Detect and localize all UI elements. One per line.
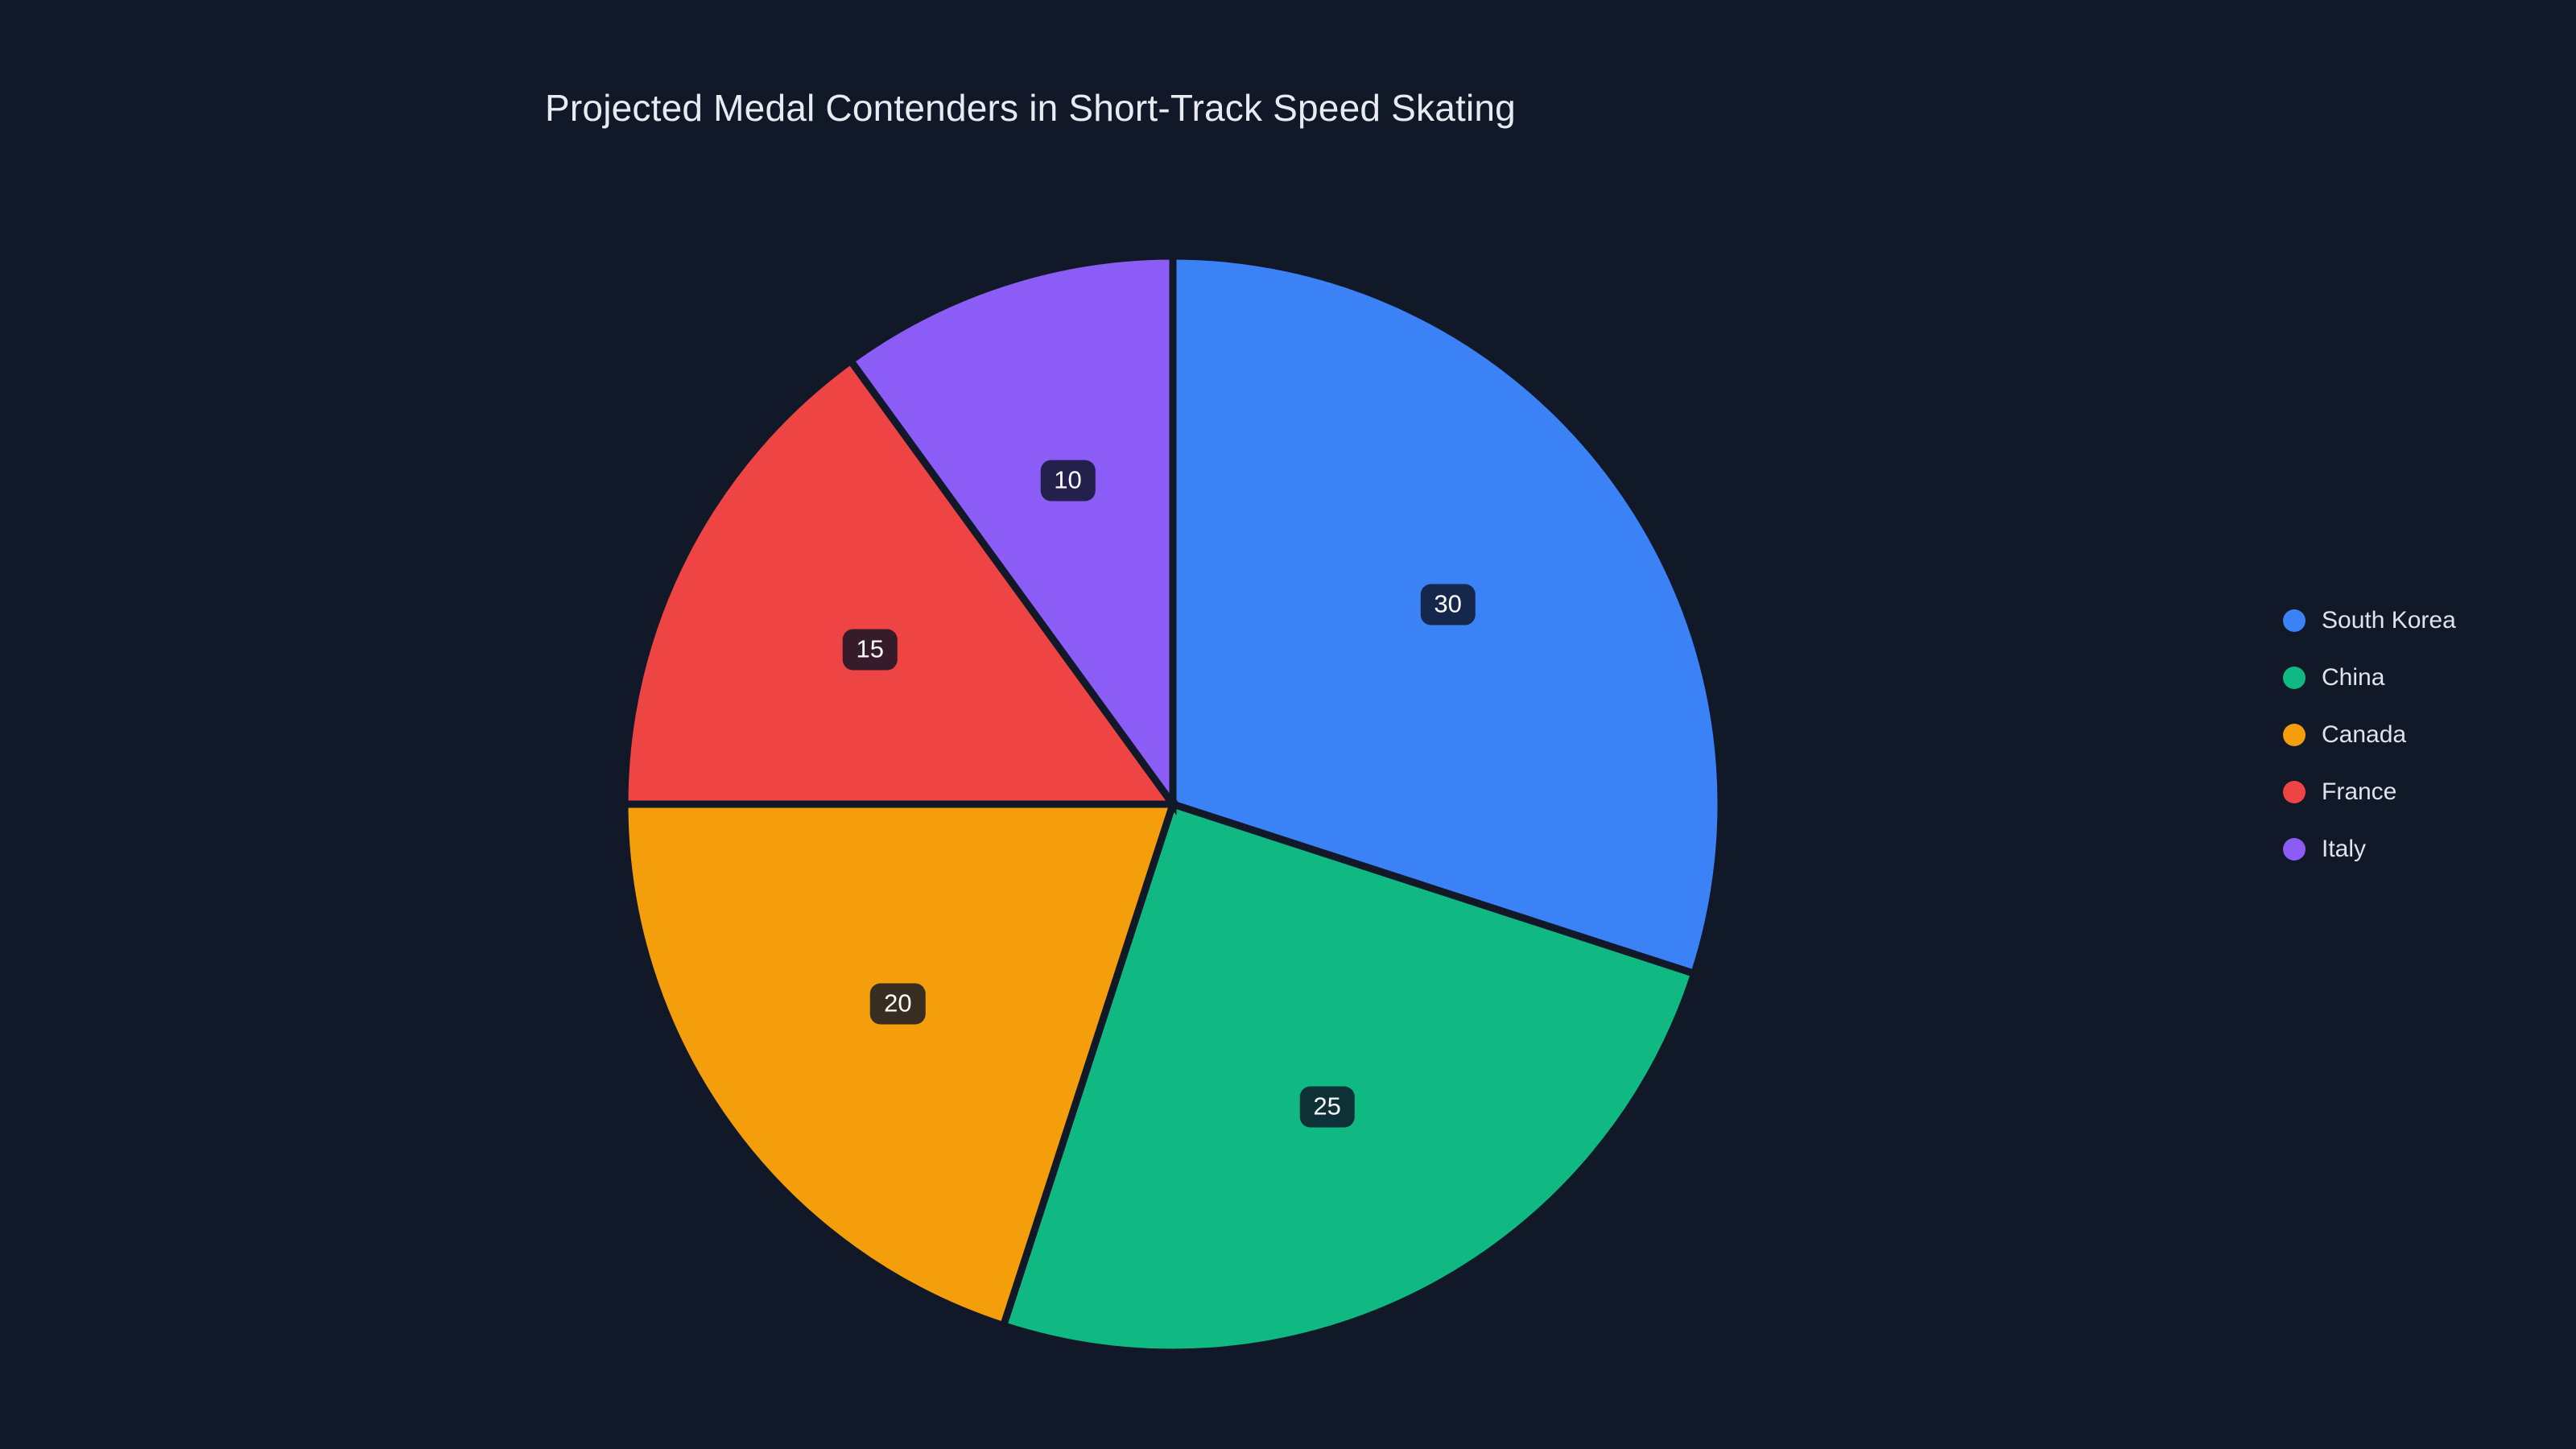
legend-item[interactable]: Canada [2283, 706, 2549, 763]
pie-slice[interactable] [845, 253, 1177, 815]
pie-slice-value-label: 25 [1299, 1086, 1355, 1128]
pie-slice[interactable] [621, 355, 1180, 808]
legend-item[interactable]: France [2283, 763, 2549, 820]
page-title: Projected Medal Contenders in Short-Trac… [545, 87, 1516, 129]
legend-item-label: France [2322, 778, 2397, 805]
legend-circle-marker-icon [2283, 837, 2306, 861]
pie-svg [621, 253, 1724, 1356]
pie-chart: 30 25 20 15 10 [621, 253, 1724, 1356]
pie-slice-group [621, 253, 1724, 1356]
legend-circle-marker-icon [2283, 666, 2306, 689]
legend-item-label: South Korea [2322, 606, 2456, 634]
pie-slice-value-label: 15 [842, 629, 898, 671]
legend-item[interactable]: China [2283, 649, 2549, 706]
pie-slice[interactable] [998, 799, 1699, 1356]
pie-slice-value-label: 10 [1040, 460, 1096, 502]
legend-item-label: Italy [2322, 835, 2367, 862]
pie-slice-value-label: 30 [1420, 584, 1476, 625]
legend: South Korea China Canada France Italy [2283, 592, 2549, 877]
legend-circle-marker-icon [2283, 780, 2306, 803]
pie-slice[interactable] [621, 800, 1179, 1331]
legend-item-label: Canada [2322, 720, 2407, 748]
legend-item-label: China [2322, 663, 2385, 691]
pie-slice-value-label: 20 [870, 983, 926, 1025]
legend-item[interactable]: Italy [2283, 820, 2549, 877]
legend-circle-marker-icon [2283, 723, 2306, 746]
legend-item[interactable]: South Korea [2283, 592, 2549, 649]
legend-circle-marker-icon [2283, 609, 2306, 632]
